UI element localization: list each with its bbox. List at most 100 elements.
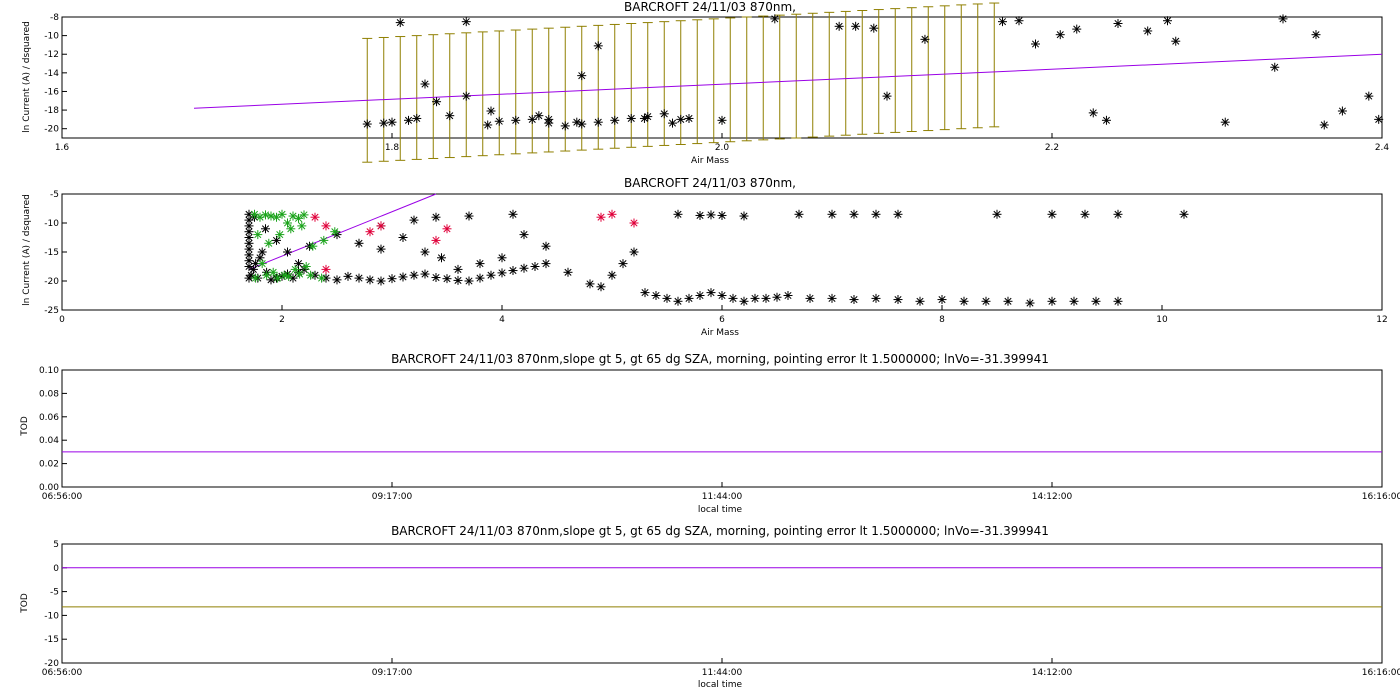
panel-4-xtick-label: 06:56:00	[42, 668, 83, 678]
panel-1-fit-line	[193, 53, 1383, 109]
panel-1-data-point	[1220, 117, 1230, 127]
panel-1-data-point	[362, 119, 372, 129]
panel-2-data-point-red	[431, 235, 441, 245]
panel-2-data-point-black	[1047, 296, 1057, 306]
panel-1-data-point	[659, 109, 669, 119]
panel-1-data-point	[461, 91, 471, 101]
panel-2-data-point-black	[981, 296, 991, 306]
panel-2-data-point-black	[244, 238, 254, 248]
panel-1-xtick-label: 2.0	[715, 143, 730, 153]
panel-1-xtick-label: 2.2	[1045, 143, 1059, 153]
panel-2-data-point-black	[739, 296, 749, 306]
panel-3-frame	[61, 369, 1383, 488]
panel-2-data-point-black	[673, 209, 683, 219]
panel-1-data-point	[534, 111, 544, 121]
panel-2-data-point-black	[1047, 209, 1057, 219]
panel-1-data-point	[770, 14, 780, 24]
panel-1-data-point	[577, 71, 587, 81]
panel-2-data-point-green	[253, 230, 263, 240]
panel-2-data-point-black	[849, 209, 859, 219]
panel-1-data-point	[668, 118, 677, 128]
panel-2-data-point-black	[1179, 209, 1189, 219]
panel-2-data-point-black	[1003, 296, 1013, 306]
panel-3-xtick-label: 11:44:00	[702, 492, 743, 502]
panel-2-data-point-black	[761, 293, 771, 303]
panel-1-data-point	[461, 17, 471, 27]
panel-2-data-point-black	[739, 211, 749, 221]
panel-2-data-point-green	[275, 230, 285, 240]
panel-2-data-point-red	[596, 212, 606, 222]
panel-4-xtick-label: 09:17:00	[372, 668, 413, 678]
panel-2-data-point-black	[959, 296, 969, 306]
panel-2-data-point-black	[937, 295, 947, 305]
panel-1-data-point	[1055, 30, 1065, 40]
panel-1-data-point	[626, 113, 636, 123]
panel-2-data-point-black	[1069, 296, 1079, 306]
panel-1-data-point	[1270, 62, 1280, 72]
panel-2-data-point-black	[640, 288, 650, 298]
panel-1-data-point	[639, 113, 649, 123]
panel-2-data-point-black	[728, 293, 738, 303]
panel-2-data-point-green	[295, 269, 305, 279]
panel-2-data-point-black	[629, 247, 639, 257]
panel-2-data-point-black	[849, 295, 859, 305]
panel-1-data-point	[1014, 16, 1024, 26]
panel-2-data-point-black	[783, 291, 793, 300]
panel-2-data-point-black	[519, 263, 529, 273]
panel-1-data-point	[1311, 30, 1321, 40]
panel-2-data-point-red	[607, 209, 617, 219]
panel-2-data-point-black	[497, 268, 507, 278]
panel-2-title: BARCROFT 24/11/03 870nm,	[624, 176, 796, 190]
panel-3-ytick-label: 0.04	[39, 436, 59, 446]
panel-2-xlabel: Air Mass	[701, 328, 739, 338]
panel-2-data-point-black	[695, 210, 705, 220]
panel-1-data-point	[494, 116, 504, 126]
panel-2-ytick-label: -20	[44, 277, 59, 287]
panel-1-data-point	[869, 23, 879, 33]
panel-2-data-point-black	[706, 288, 716, 298]
panel-2-data-point-green	[319, 235, 329, 245]
panel-2-data-point-green	[294, 213, 303, 223]
panel-4-ytick-label: -20	[44, 659, 59, 669]
panel-3-xtick-label: 14:12:00	[1032, 492, 1073, 502]
panel-2-data-point-black	[486, 270, 496, 280]
panel-1-data-point	[1171, 36, 1181, 46]
panel-4-ytick-label: -15	[44, 635, 59, 645]
panel-2-data-point-black	[442, 274, 452, 284]
panel-2-data-point-black	[343, 271, 353, 281]
panel-4-title: BARCROFT 24/11/03 870nm,slope gt 5, gt 6…	[391, 524, 1049, 538]
panel-2-data-point-black	[431, 273, 441, 283]
panel-2-xtick-label: 6	[719, 315, 725, 325]
panel-1-ytick-label: -16	[44, 87, 59, 97]
panel-2-data-point-green	[279, 270, 289, 280]
panel-1-data-point	[717, 115, 727, 125]
panel-2-data-point-red	[629, 218, 639, 228]
panel-2-data-point-black	[365, 275, 375, 285]
panel-2-data-point-black	[376, 244, 386, 254]
panel-1-data-point	[432, 97, 442, 107]
panel-2-data-point-black	[497, 253, 507, 263]
panel-2-data-point-green	[308, 241, 318, 251]
panel-2-data-point-black	[695, 291, 705, 300]
panel-2-data-point-black	[717, 291, 727, 300]
panel-1-data-point	[593, 41, 603, 51]
panel-2-data-point-black	[475, 259, 485, 269]
panel-2-data-point-green	[273, 273, 283, 283]
panel-1-data-point	[420, 79, 430, 89]
panel-4-xlabel: local time	[697, 680, 743, 690]
panel-3-ytick-label: 0.06	[39, 413, 59, 423]
panel-4-ytick-label: 0	[53, 564, 59, 574]
panel-2-data-point-black	[261, 224, 270, 234]
panel-1-data-point	[412, 113, 422, 123]
panel-2-data-point-green	[317, 273, 327, 283]
panel-2-data-point-black	[1025, 298, 1035, 308]
panel-1-data-point	[1278, 14, 1288, 24]
panel-1-data-point	[1088, 108, 1098, 118]
panel-2-data-point-black	[464, 211, 474, 221]
panel-2-data-point-green	[286, 224, 296, 234]
panel-2-data-point-green	[306, 270, 316, 280]
panel-1-data-point	[544, 114, 554, 124]
panel-2-data-point-black	[596, 282, 606, 292]
